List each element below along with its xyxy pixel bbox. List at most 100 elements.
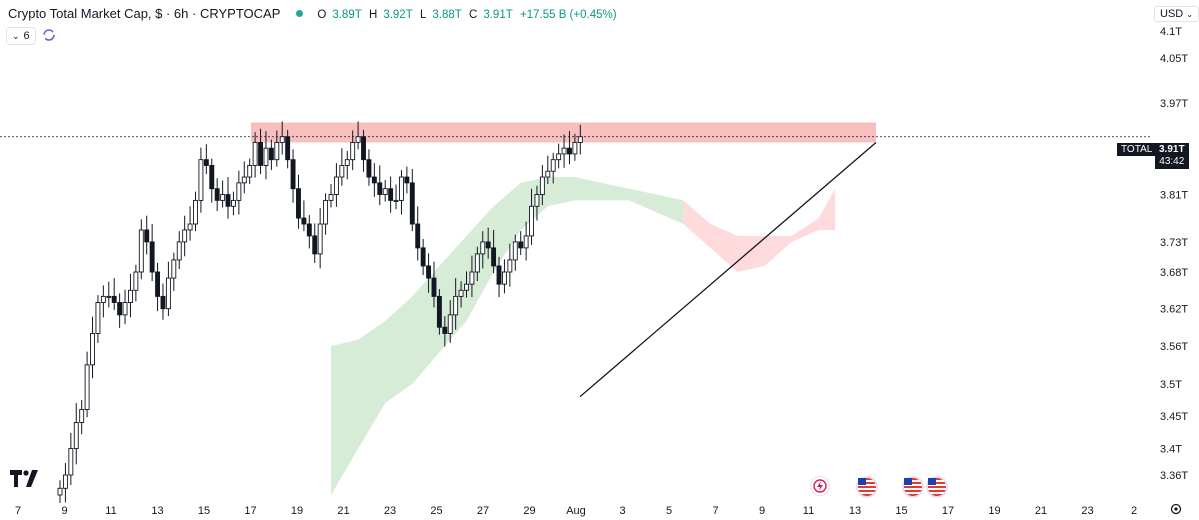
indicator-count: 6 xyxy=(23,30,30,42)
open-label: O xyxy=(317,9,327,21)
low-label: L xyxy=(419,9,427,21)
sync-icon[interactable] xyxy=(42,28,56,42)
us-flag-event-icon[interactable] xyxy=(856,476,878,498)
candle xyxy=(268,139,274,171)
candle xyxy=(442,316,448,347)
y-tick-label: 3.4T xyxy=(1160,444,1182,456)
candle xyxy=(567,131,572,165)
candle xyxy=(111,278,117,310)
cloud-segment xyxy=(791,218,819,242)
close-value: 3.91T xyxy=(483,9,513,21)
candle xyxy=(507,243,513,287)
x-tick-label: 25 xyxy=(430,505,442,517)
candle xyxy=(171,252,177,291)
candle xyxy=(220,180,226,208)
candle xyxy=(84,351,90,418)
high-value: 3.92T xyxy=(383,9,413,21)
candle xyxy=(371,163,377,197)
currency-label: USD xyxy=(1160,8,1184,20)
cloud-segment xyxy=(331,339,359,495)
ichimoku-cloud xyxy=(331,177,836,495)
candle xyxy=(79,399,85,435)
x-tick-label: 9 xyxy=(61,505,67,517)
cloud-segment xyxy=(358,321,386,449)
candle xyxy=(225,177,231,219)
chart-title: Crypto Total Market Cap, $ · 6h · CRYPTO… xyxy=(8,6,281,21)
us-flag-event-icon[interactable] xyxy=(926,476,948,498)
x-tick-label: 17 xyxy=(244,505,256,517)
candle xyxy=(545,155,551,185)
y-tick-label: 3.45T xyxy=(1160,411,1188,423)
candle xyxy=(431,261,437,308)
x-tick-label: 19 xyxy=(988,505,1000,517)
x-tick-label: 2 xyxy=(1131,505,1137,517)
candle xyxy=(187,206,193,241)
support-trendline[interactable] xyxy=(579,141,877,398)
tradingview-logo-icon[interactable] xyxy=(10,470,40,488)
candles xyxy=(57,121,583,504)
candle xyxy=(518,231,524,256)
resistance-zone xyxy=(251,122,876,143)
x-tick-label: 5 xyxy=(666,505,672,517)
cloud-segment xyxy=(574,177,602,201)
candle xyxy=(323,193,329,235)
candle xyxy=(556,143,562,169)
candle xyxy=(236,170,242,215)
candle xyxy=(382,179,388,202)
settings-gear-icon[interactable] xyxy=(1169,502,1183,516)
candle xyxy=(529,188,534,245)
flash-event-icon[interactable] xyxy=(810,476,830,496)
low-value: 3.88T xyxy=(432,9,462,21)
currency-selector[interactable]: USD ⌄ xyxy=(1154,6,1199,22)
candle xyxy=(73,403,79,465)
candle xyxy=(274,130,280,167)
bar-countdown: 43:42 xyxy=(1159,156,1185,167)
ohlc-readout: O 3.89T H 3.92T L 3.88T C 3.91T +17.55 B (+0… xyxy=(317,6,616,21)
y-tick-label: 4.1T xyxy=(1160,26,1182,38)
candle xyxy=(68,432,74,485)
candle xyxy=(193,191,198,232)
candle xyxy=(258,128,263,175)
candle xyxy=(203,144,209,175)
candle xyxy=(366,149,372,186)
candle xyxy=(317,208,323,269)
candle xyxy=(128,273,133,318)
candle xyxy=(290,149,296,203)
candle xyxy=(399,170,404,215)
change-value: +17.55 B (+0.45%) xyxy=(520,9,617,21)
y-tick-label: 3.5T xyxy=(1160,379,1182,391)
cloud-segment xyxy=(493,182,521,273)
y-tick-label: 3.36T xyxy=(1160,470,1188,482)
candle xyxy=(133,264,139,302)
cloud-segment xyxy=(764,235,792,266)
candle xyxy=(491,229,497,274)
indicators-toggle[interactable]: ⌄ 6 xyxy=(6,27,36,45)
us-flag-event-icon[interactable] xyxy=(902,476,924,498)
candle xyxy=(312,223,318,263)
candle xyxy=(572,133,578,161)
candle xyxy=(95,295,101,343)
candle xyxy=(361,129,366,172)
candle xyxy=(350,130,356,171)
candle xyxy=(393,184,399,210)
candle xyxy=(296,174,301,229)
candle xyxy=(106,281,112,308)
price-axis[interactable]: 4.1T 4.05T 3.97T 3.81T 3.73T 3.68T 3.62T 3.56T 3… xyxy=(1160,26,1188,482)
candle xyxy=(577,124,583,155)
cloud-segment xyxy=(547,177,575,207)
candle xyxy=(388,176,394,213)
candle xyxy=(474,246,480,282)
candle xyxy=(160,283,166,320)
candle xyxy=(404,166,410,194)
cloud-segment xyxy=(737,235,765,273)
x-tick-label: 13 xyxy=(849,505,861,517)
candle xyxy=(122,289,128,325)
cloud-segment xyxy=(683,200,711,248)
time-axis[interactable]: 7 9 11 13 15 17 19 21 23 25 27 29 Aug 3 5 7 9 11 13 15 17 19 2… xyxy=(15,505,1137,517)
x-tick-label: 27 xyxy=(477,505,489,517)
candle xyxy=(214,178,220,211)
open-value: 3.89T xyxy=(332,9,362,21)
cloud-segment xyxy=(385,296,413,404)
candle xyxy=(464,271,469,298)
